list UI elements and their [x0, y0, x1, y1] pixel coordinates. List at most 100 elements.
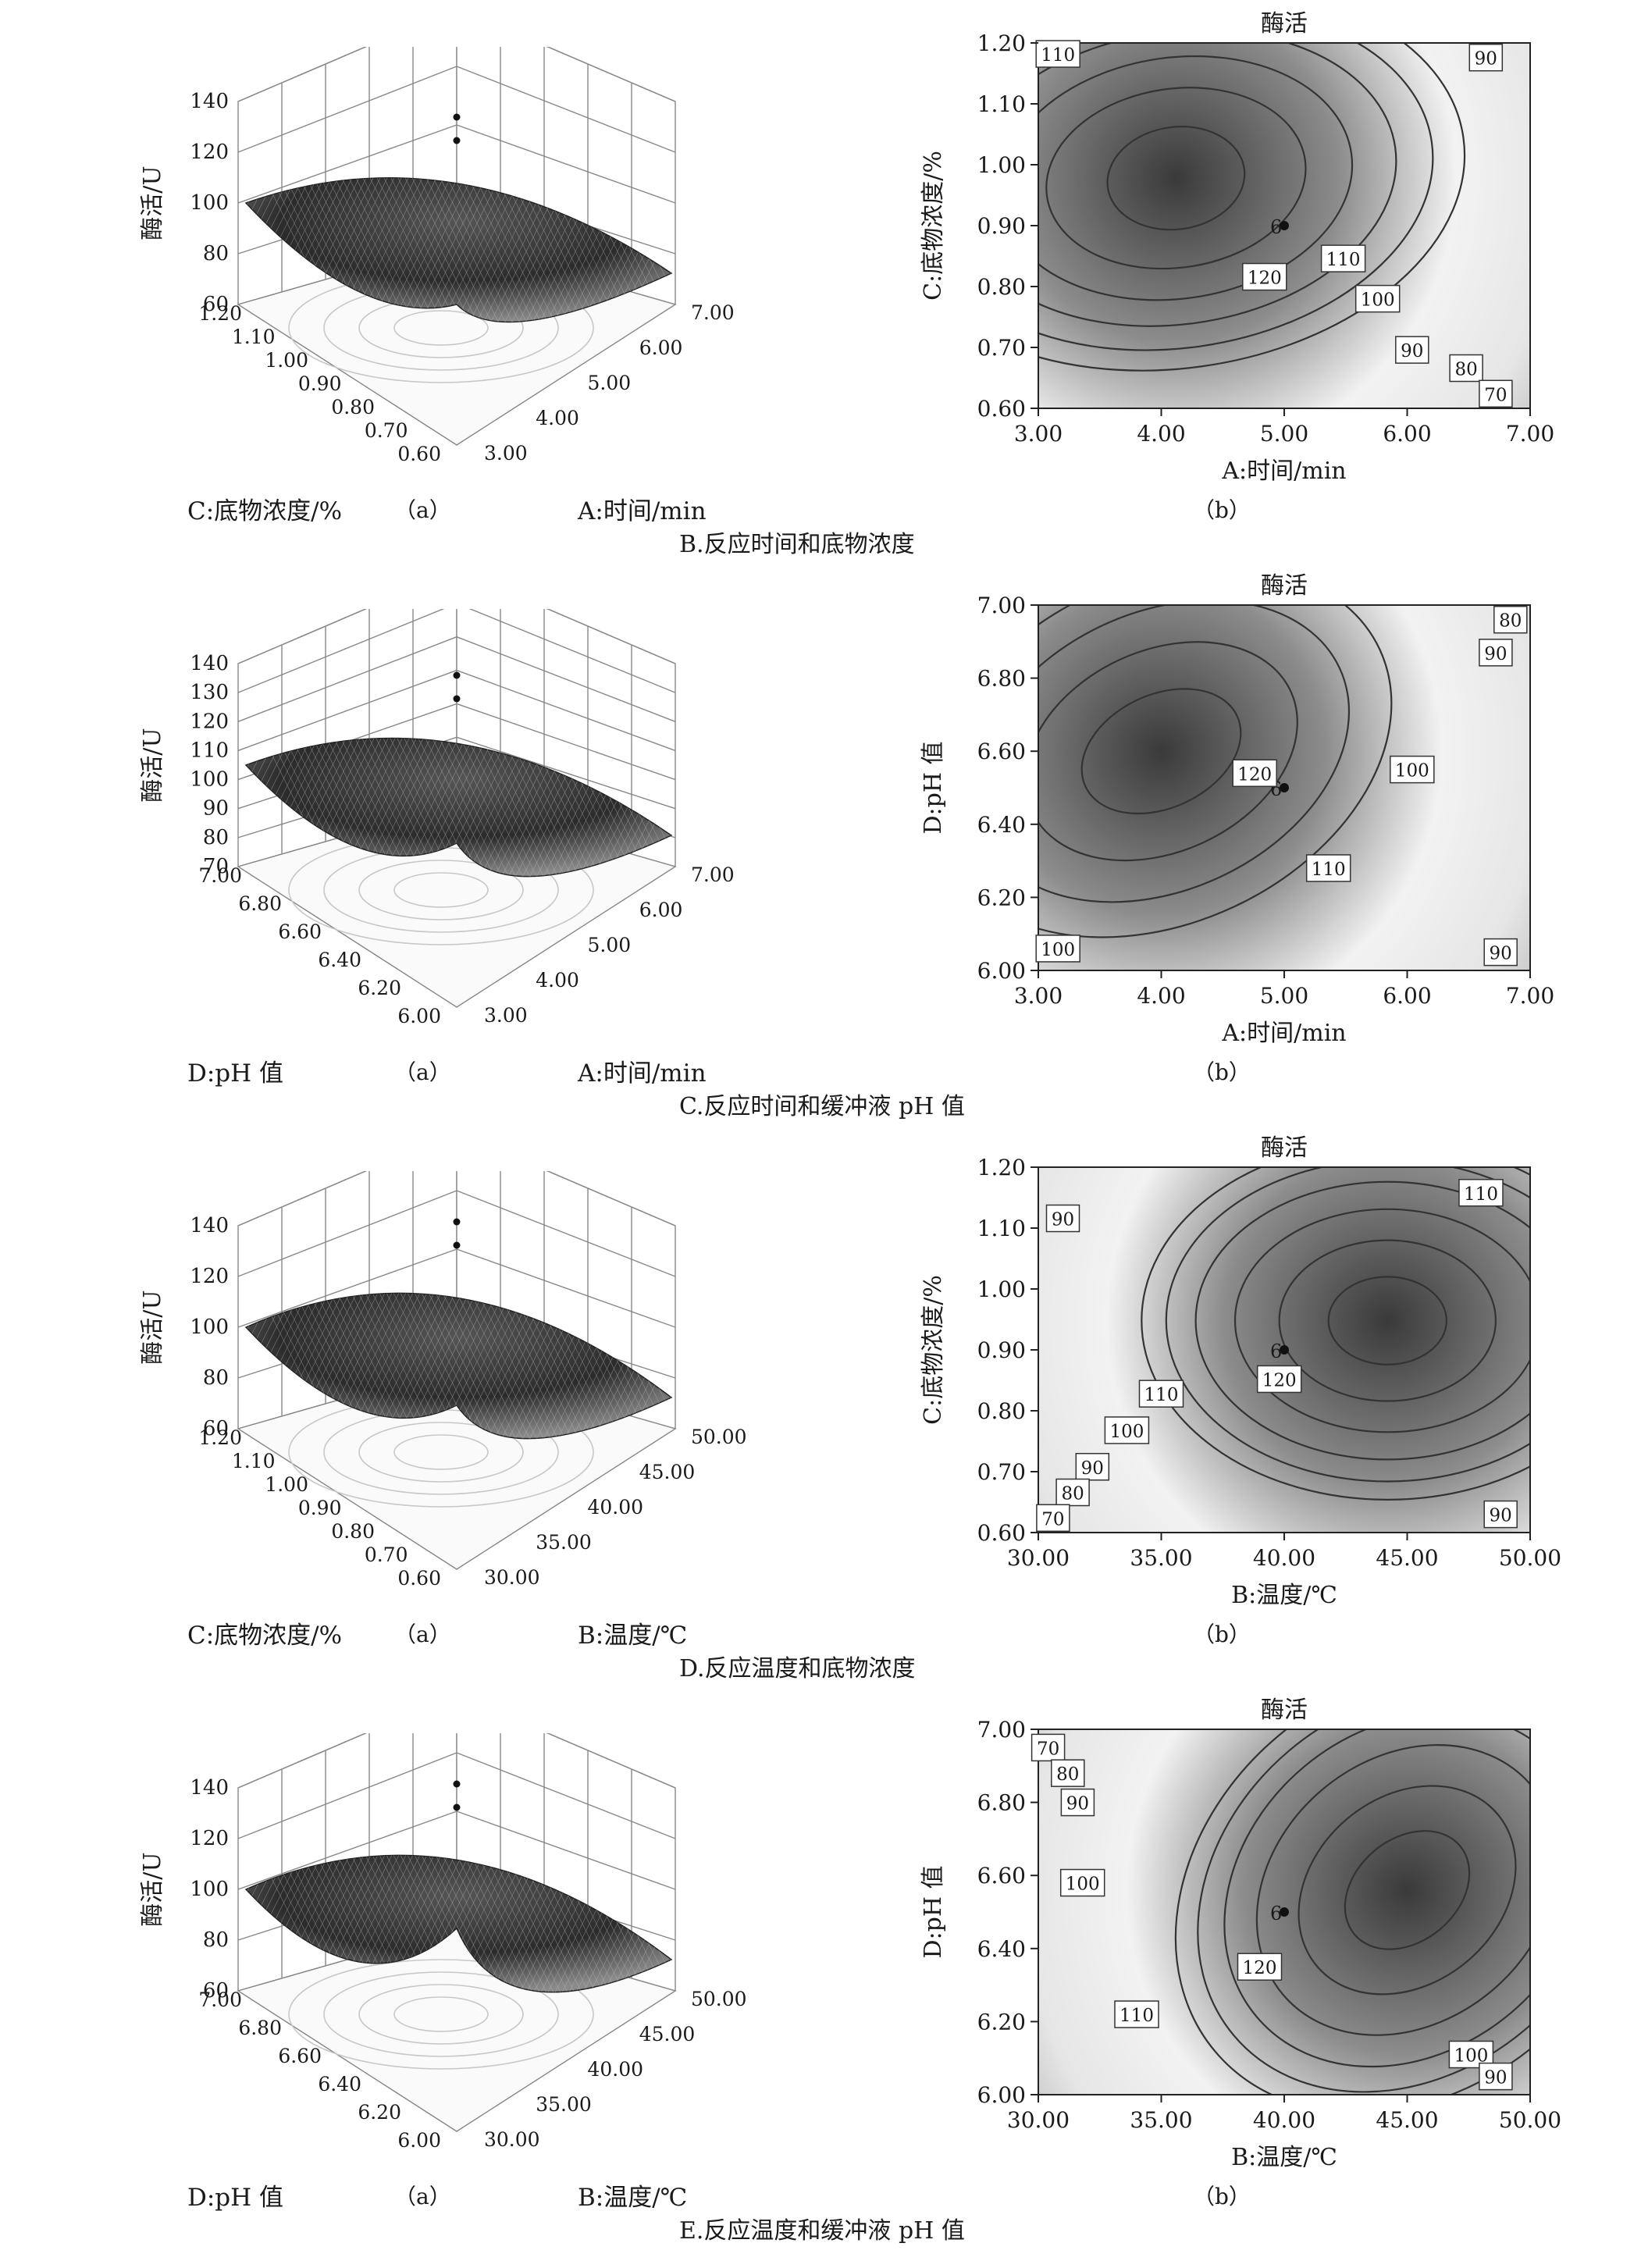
- response-surface-mesh: [244, 737, 673, 878]
- contour-line: [1038, 55, 1354, 301]
- svg-text:90: 90: [1475, 49, 1497, 69]
- contour-level-label: 90: [1479, 639, 1513, 667]
- x-tick-label: 5.00: [1260, 983, 1308, 1009]
- y-tick-label: 6.20: [977, 885, 1026, 910]
- panel-label-a: （a）: [394, 2184, 451, 2209]
- contour-level-label: 100: [1390, 755, 1435, 784]
- contour-level-label: 80: [1493, 605, 1528, 634]
- y-tick-label: 0.80: [977, 1398, 1026, 1424]
- y-tick-label: 0.80: [977, 274, 1026, 300]
- row-caption: C.反应时间和缓冲液 pH 值: [679, 1093, 965, 1120]
- contour-line: [1038, 43, 1466, 372]
- z-tick-label: 100: [190, 1878, 229, 1901]
- y-tick-label: 0.90: [977, 1337, 1026, 1363]
- design-point: [1280, 783, 1289, 792]
- x-tick-label: 30.00: [1007, 2107, 1070, 2133]
- z-tick-label: 100: [190, 191, 229, 215]
- y-tick-label: 0.60: [397, 443, 441, 465]
- svg-text:70: 70: [1037, 1739, 1059, 1759]
- contour-line: [1038, 43, 1397, 327]
- z-axis-label: 酶活/U: [139, 1852, 166, 1926]
- contour-title: 酶活: [1261, 572, 1308, 600]
- contour-line: [1327, 1276, 1448, 1365]
- contour-line: [1045, 87, 1307, 270]
- svg-text:80: 80: [1454, 360, 1477, 380]
- x-tick-label: 35.00: [536, 1531, 592, 1554]
- y-tick-label: 0.80: [331, 1520, 375, 1543]
- y-tick-label: 1.20: [198, 1426, 242, 1449]
- x-axis-label: B:温度/℃: [578, 1622, 687, 1650]
- design-point: [453, 1803, 461, 1811]
- y-tick-label: 0.60: [977, 396, 1026, 422]
- svg-text:120: 120: [1243, 1958, 1277, 1978]
- design-point: [453, 1241, 461, 1249]
- x-tick-label: 40.00: [588, 2058, 644, 2081]
- x-tick-label: 45.00: [639, 1461, 696, 1483]
- design-point: [1280, 1345, 1289, 1355]
- y-tick-label: 6.20: [358, 2101, 401, 2124]
- design-point: [1280, 1907, 1289, 1917]
- design-point-label: 6: [1270, 1903, 1282, 1924]
- z-axis-label: 酶活/U: [139, 728, 166, 802]
- contour-level-label: 90: [1045, 1204, 1080, 1233]
- contour-level-label: 70: [1479, 379, 1513, 408]
- contour-line: [1297, 1785, 1517, 1996]
- contour-line: [1278, 1239, 1497, 1402]
- contour-level-label: 90: [1075, 1453, 1110, 1481]
- y-tick-label: 6.00: [977, 958, 1026, 984]
- design-point: [453, 671, 461, 679]
- y-tick-label: 6.40: [318, 949, 361, 971]
- svg-text:110: 110: [1120, 2006, 1154, 2026]
- x-tick-label: 45.00: [639, 2023, 696, 2045]
- y-tick-label: 6.60: [977, 1863, 1026, 1889]
- x-tick-label: 3.00: [484, 442, 528, 465]
- figure-row: 60 80 100 120 140 酶活/U 1.20 1.10 1.00 0.90 0.80 0.7…: [0, 0, 1641, 562]
- contour-line: [1174, 1729, 1530, 2095]
- y-tick-label: 6.00: [977, 2082, 1026, 2108]
- svg-text:80: 80: [1499, 611, 1522, 632]
- contour-line: [1197, 1729, 1530, 2093]
- z-tick-label: 140: [190, 1214, 229, 1237]
- z-tick-label: 140: [190, 1776, 229, 1800]
- panel-label-a: （a）: [394, 497, 451, 523]
- z-tick-label: 110: [190, 739, 229, 762]
- design-point: [1280, 221, 1289, 230]
- x-axis-label: A:时间/min: [1221, 458, 1346, 484]
- y-tick-label: 0.60: [397, 1567, 441, 1590]
- y-tick-label: 6.40: [977, 812, 1026, 838]
- svg-text:100: 100: [1395, 761, 1429, 782]
- contour-level-label: 70: [1031, 1733, 1066, 1762]
- x-axis-label: A:时间/min: [1221, 1020, 1346, 1046]
- y-tick-label: 6.80: [238, 892, 282, 915]
- x-tick-label: 3.00: [1014, 983, 1063, 1009]
- contour-title: 酶活: [1261, 1134, 1308, 1162]
- x-tick-label: 50.00: [691, 1988, 747, 2010]
- contour-level-label: 80: [1449, 354, 1483, 383]
- svg-text:110: 110: [1144, 1385, 1179, 1405]
- x-axis-label: B:温度/℃: [1231, 1582, 1337, 1608]
- figure-row: 60 80 100 120 140 酶活/U 7.00 6.80 6.60 6.40 6.20 6.0…: [0, 1686, 1641, 2248]
- y-axis-label: D:pH 值: [920, 741, 947, 834]
- contour-level-label: 90: [1483, 1500, 1518, 1529]
- contour-level-label: 100: [1059, 1868, 1105, 1897]
- contour-level-label: 90: [1395, 336, 1429, 364]
- svg-text:80: 80: [1056, 1764, 1079, 1785]
- svg-text:120: 120: [1248, 269, 1282, 289]
- x-tick-label: 40.00: [1253, 2107, 1315, 2133]
- contour-title: 酶活: [1261, 1697, 1308, 1724]
- y-tick-label: 6.20: [358, 977, 401, 999]
- x-tick-label: 6.00: [639, 899, 683, 921]
- contour-line: [1038, 641, 1298, 862]
- panel-label-a: （a）: [394, 1059, 451, 1085]
- row-caption: B.反应时间和底物浓度: [679, 531, 915, 558]
- y-axis-label: C:底物浓度/%: [920, 1275, 947, 1425]
- y-tick-label: 0.70: [365, 1543, 408, 1566]
- x-axis-label: A:时间/min: [577, 497, 707, 525]
- y-tick-label: 1.00: [265, 1473, 308, 1496]
- contour-line: [1223, 1729, 1530, 2068]
- contour-level-label: 90: [1060, 1788, 1095, 1817]
- contour-level-label: 120: [1256, 1365, 1302, 1394]
- contour-level-label: 110: [1458, 1179, 1504, 1207]
- contour-line: [1106, 126, 1246, 231]
- y-tick-label: 6.80: [238, 2017, 282, 2039]
